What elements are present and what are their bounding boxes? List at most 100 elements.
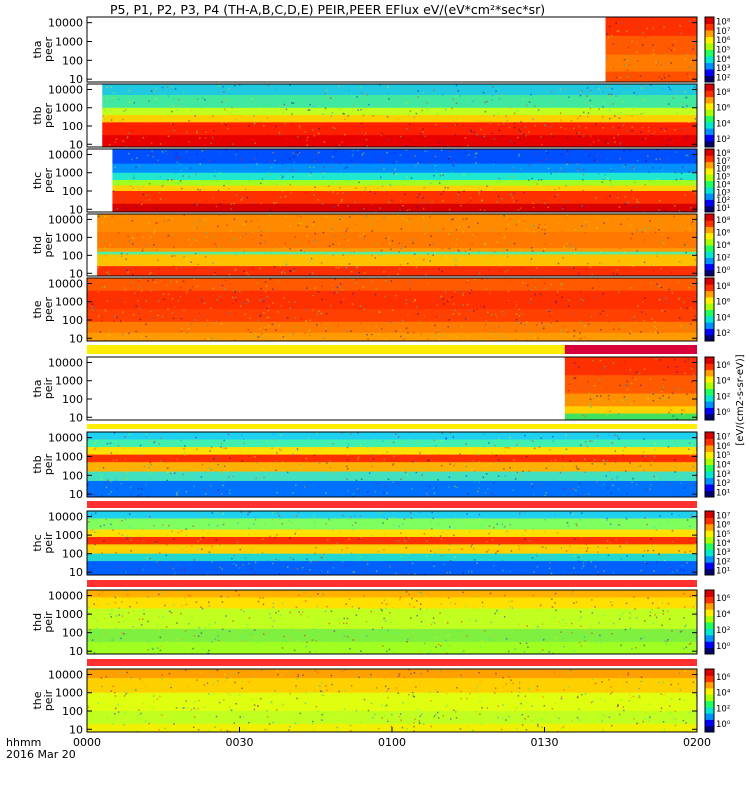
- colorbar-tick-label: 10⁶: [716, 594, 731, 604]
- spectrogram-image: [605, 17, 697, 82]
- colorbar-tick-label: 10⁷: [716, 157, 731, 167]
- colorbar-tick-label: 10⁷: [716, 433, 731, 443]
- colorbar-tick-label: 10³: [716, 188, 730, 198]
- colorbar-tick-label: 10²: [716, 626, 730, 636]
- y-tick-label: 10000: [48, 277, 83, 290]
- y-axis-label: peer: [42, 37, 55, 63]
- colorbar-tick-label: 10³: [716, 548, 730, 558]
- colorbar-tick-label: 10⁵: [716, 451, 730, 461]
- y-tick-label: 10000: [48, 356, 83, 369]
- y-tick-label: 10000: [48, 213, 83, 226]
- y-tick-label: 100: [62, 185, 83, 198]
- colorbar-tick-label: 10⁴: [716, 241, 731, 251]
- y-tick-label: 10000: [48, 17, 83, 30]
- y-tick-label: 1000: [55, 450, 83, 463]
- y-axis-label: peer: [42, 168, 55, 194]
- colorbar-tick-label: 10²: [716, 329, 730, 339]
- y-axis-label: peer: [42, 103, 55, 129]
- spectrogram-image: [87, 278, 697, 341]
- spectrogram-image: [564, 357, 697, 420]
- flag-stripe: [87, 659, 697, 666]
- x-tick-label: 0000: [73, 736, 101, 749]
- colorbar-tick-label: 10²: [716, 557, 730, 567]
- y-tick-label: 100: [62, 314, 83, 327]
- y-tick-label: 100: [62, 249, 83, 262]
- y-tick-label: 1000: [55, 608, 83, 621]
- x-tick-label: 0030: [226, 736, 254, 749]
- colorbar-tick-label: 10⁵: [716, 173, 730, 183]
- y-tick-label: 1000: [55, 375, 83, 388]
- colorbar-tick-label: 10⁴: [716, 461, 731, 471]
- colorbar-tick-label: 10⁶: [716, 229, 731, 239]
- spectrogram-image: [87, 432, 697, 497]
- colorbar-tick-label: 10⁰: [716, 642, 731, 652]
- y-tick-label: 10: [69, 488, 83, 501]
- y-tick-label: 10000: [48, 148, 83, 161]
- spectrogram-image: [102, 84, 697, 147]
- panel-frame: [86, 148, 698, 213]
- colorbar-tick-label: 10¹: [716, 566, 730, 576]
- y-tick-label: 100: [62, 469, 83, 482]
- colorbar: 10⁰ 10² 10⁴ 10⁶: [704, 356, 731, 421]
- y-tick-label: 10: [69, 73, 83, 86]
- y-tick-label: 10000: [48, 590, 83, 603]
- colorbar-tick-label: 10⁰: [716, 266, 731, 276]
- y-tick-label: 100: [62, 548, 83, 561]
- y-tick-label: 1000: [55, 231, 83, 244]
- panel-frame: [86, 356, 698, 421]
- colorbar: 10⁰ 10² 10⁴ 10⁶: [704, 589, 731, 655]
- y-tick-label: 10000: [48, 668, 83, 681]
- y-axis-label: peir: [42, 532, 55, 554]
- y-axis-label: tha: [31, 40, 44, 58]
- flag-stripe: [87, 345, 697, 354]
- colorbar-tick-label: 10²: [716, 392, 730, 402]
- colorbar-tick-label: 10⁶: [716, 36, 731, 46]
- colorbar-tick-label: 10²: [716, 479, 730, 489]
- colorbar-tick-label: 10⁰: [716, 720, 731, 730]
- y-tick-label: 10: [69, 411, 83, 424]
- colorbar-tick-label: 10¹: [716, 488, 730, 498]
- flag-stripe: [87, 424, 697, 429]
- spectrogram-image: [97, 214, 697, 276]
- y-tick-label: 10000: [48, 432, 83, 445]
- y-tick-label: 100: [62, 705, 83, 718]
- page-title: P5, P1, P2, P3, P4 (TH-A,B,C,D,E) PEIR,P…: [110, 2, 546, 17]
- y-axis-label: the: [31, 691, 44, 709]
- y-axis-label: thc: [31, 534, 44, 551]
- y-tick-label: 100: [62, 54, 83, 67]
- colorbar-tick-label: 10⁶: [716, 298, 731, 308]
- flag-stripe: [87, 501, 697, 508]
- colorbar-tick-label: 10⁴: [716, 119, 731, 129]
- flag-stripe: [87, 580, 697, 587]
- y-tick-label: 1000: [55, 102, 83, 115]
- y-tick-label: 1000: [55, 687, 83, 700]
- colorbar-tick-label: 10⁴: [716, 55, 731, 65]
- colorbar-tick-label: 10⁴: [716, 610, 731, 620]
- y-tick-label: 10000: [48, 511, 83, 524]
- colorbar-tick-label: 10⁸: [716, 216, 731, 226]
- colorbar-tick-label: 10⁶: [716, 165, 731, 175]
- y-axis-label: peir: [42, 611, 55, 633]
- x-tick-label: 0200: [683, 736, 711, 749]
- y-tick-label: 1000: [55, 296, 83, 309]
- y-tick-label: 100: [62, 393, 83, 406]
- y-tick-label: 10: [69, 203, 83, 216]
- y-tick-label: 10000: [48, 83, 83, 96]
- y-axis-label: peir: [42, 377, 55, 399]
- y-axis-label: thc: [31, 172, 44, 189]
- spectrogram-image: [87, 511, 697, 575]
- colorbar-tick-label: 10⁶: [716, 361, 731, 371]
- spectrogram-image: [87, 669, 697, 732]
- y-tick-label: 10: [69, 566, 83, 579]
- colorbar: 10⁰ 10² 10⁴ 10⁶ 10⁸: [704, 213, 731, 277]
- colorbar-tick-label: 10⁷: [716, 512, 731, 522]
